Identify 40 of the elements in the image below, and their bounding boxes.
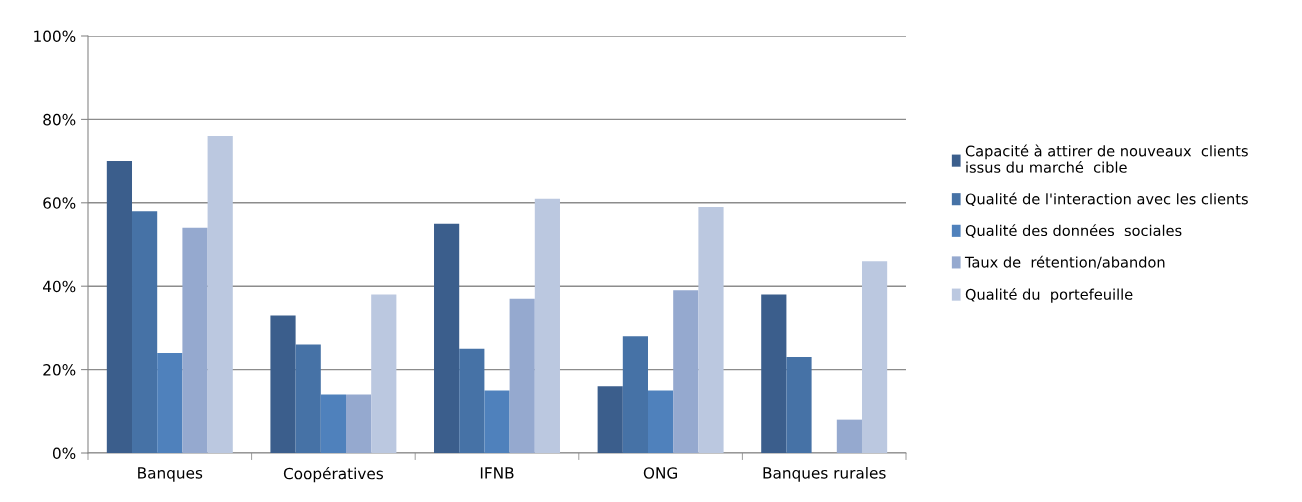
bar <box>295 344 321 453</box>
y-tick-label: 0% <box>52 447 76 460</box>
bar <box>622 336 648 453</box>
y-tick-label: 60% <box>43 197 76 209</box>
bar <box>320 394 346 453</box>
x-tick-label: Banques rurales <box>763 466 886 482</box>
bar <box>484 390 510 453</box>
bar <box>836 419 862 453</box>
x-tick-label: Banques <box>138 467 203 482</box>
legend-label: Qualité des données sociales <box>965 224 1182 238</box>
bar <box>270 315 296 453</box>
bar <box>182 227 208 453</box>
x-tick-label: Coopératives <box>283 466 384 483</box>
legend-label: Qualité du portefeuille <box>965 287 1133 303</box>
y-tick-label: 20% <box>43 364 76 376</box>
legend-label: Qualité de l'interaction avec les clients <box>965 192 1248 207</box>
bar <box>786 357 812 453</box>
bar <box>132 211 158 453</box>
bar <box>434 223 460 453</box>
y-tick-label: 40% <box>42 280 76 293</box>
bar <box>648 390 674 453</box>
bar <box>509 298 535 453</box>
bar <box>459 348 485 453</box>
y-tick-label: 100% <box>34 30 76 43</box>
bar <box>698 206 724 453</box>
legend-label: Taux de rétention/abandon <box>964 255 1165 269</box>
y-tick-label: 80% <box>43 113 76 126</box>
legend-label: Capacité à attirer de nouveaux clients issus du marché cible <box>965 144 1248 173</box>
bar <box>207 136 233 453</box>
bar <box>157 352 183 453</box>
bar <box>106 161 133 453</box>
x-tick-label: ONG <box>643 467 677 479</box>
x-tick-label: IFNB <box>480 467 514 479</box>
bar <box>673 290 699 453</box>
bar <box>861 261 888 453</box>
bar <box>371 294 397 453</box>
bar <box>346 394 372 453</box>
bar <box>761 294 787 453</box>
bar <box>597 386 623 453</box>
bar <box>534 198 560 453</box>
